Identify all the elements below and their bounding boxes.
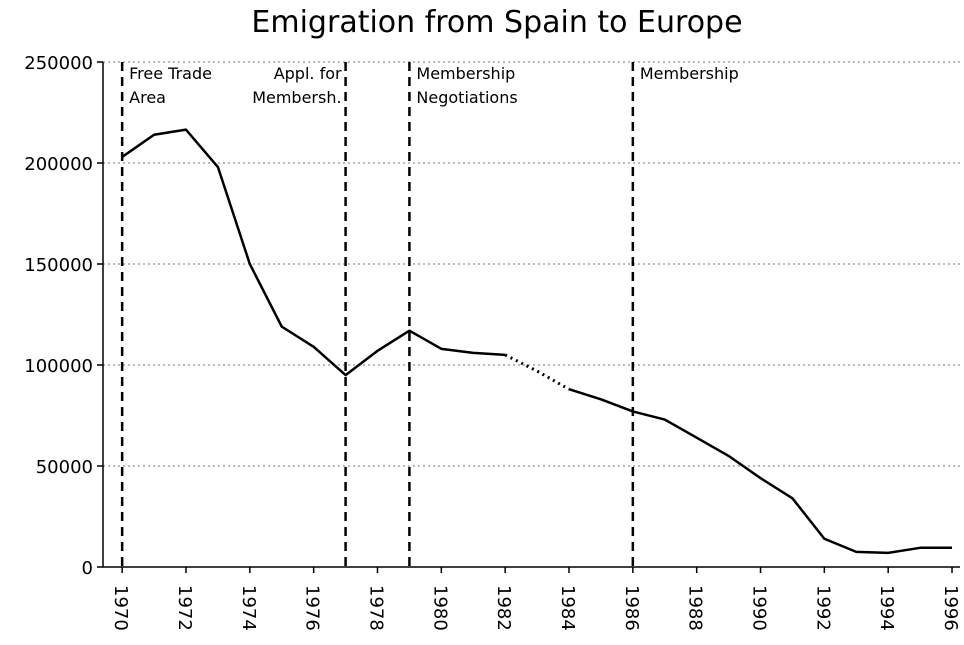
x-tick-label: 1978 — [365, 585, 386, 631]
x-tick-label: 1972 — [174, 585, 195, 631]
y-tick-label: 200000 — [24, 154, 93, 175]
y-tick-label: 50000 — [36, 457, 93, 478]
y-tick-label: 150000 — [24, 255, 93, 276]
x-tick-label: 1988 — [685, 585, 706, 631]
x-tick-label: 1992 — [812, 585, 833, 631]
x-tick-label: 1970 — [110, 585, 131, 631]
x-tick-label: 1986 — [621, 585, 642, 631]
y-tick-label: 100000 — [24, 356, 93, 377]
x-tick-label: 1984 — [557, 585, 578, 631]
chart-title: Emigration from Spain to Europe — [251, 5, 742, 40]
phase-label: Membersh. — [252, 88, 341, 107]
phase-label: Membership — [640, 64, 739, 83]
x-tick-label: 1974 — [238, 585, 259, 631]
line-series — [121, 128, 506, 377]
x-tick-label: 1982 — [493, 585, 514, 631]
line-series — [504, 353, 570, 391]
line-series — [568, 388, 953, 555]
x-tick-label: 1996 — [940, 585, 961, 631]
phase-label: Appl. for — [274, 64, 342, 83]
phase-label: Negotiations — [416, 88, 517, 107]
x-tick-label: 1994 — [876, 585, 897, 631]
y-tick-label: 0 — [82, 558, 93, 579]
y-tick-label: 250000 — [24, 53, 93, 74]
phase-label: Free Trade — [129, 64, 212, 83]
x-tick-label: 1980 — [429, 585, 450, 631]
x-tick-label: 1990 — [749, 585, 770, 631]
x-tick-label: 1976 — [302, 585, 323, 631]
phase-label: Area — [129, 88, 166, 107]
phase-label: Membership — [416, 64, 515, 83]
